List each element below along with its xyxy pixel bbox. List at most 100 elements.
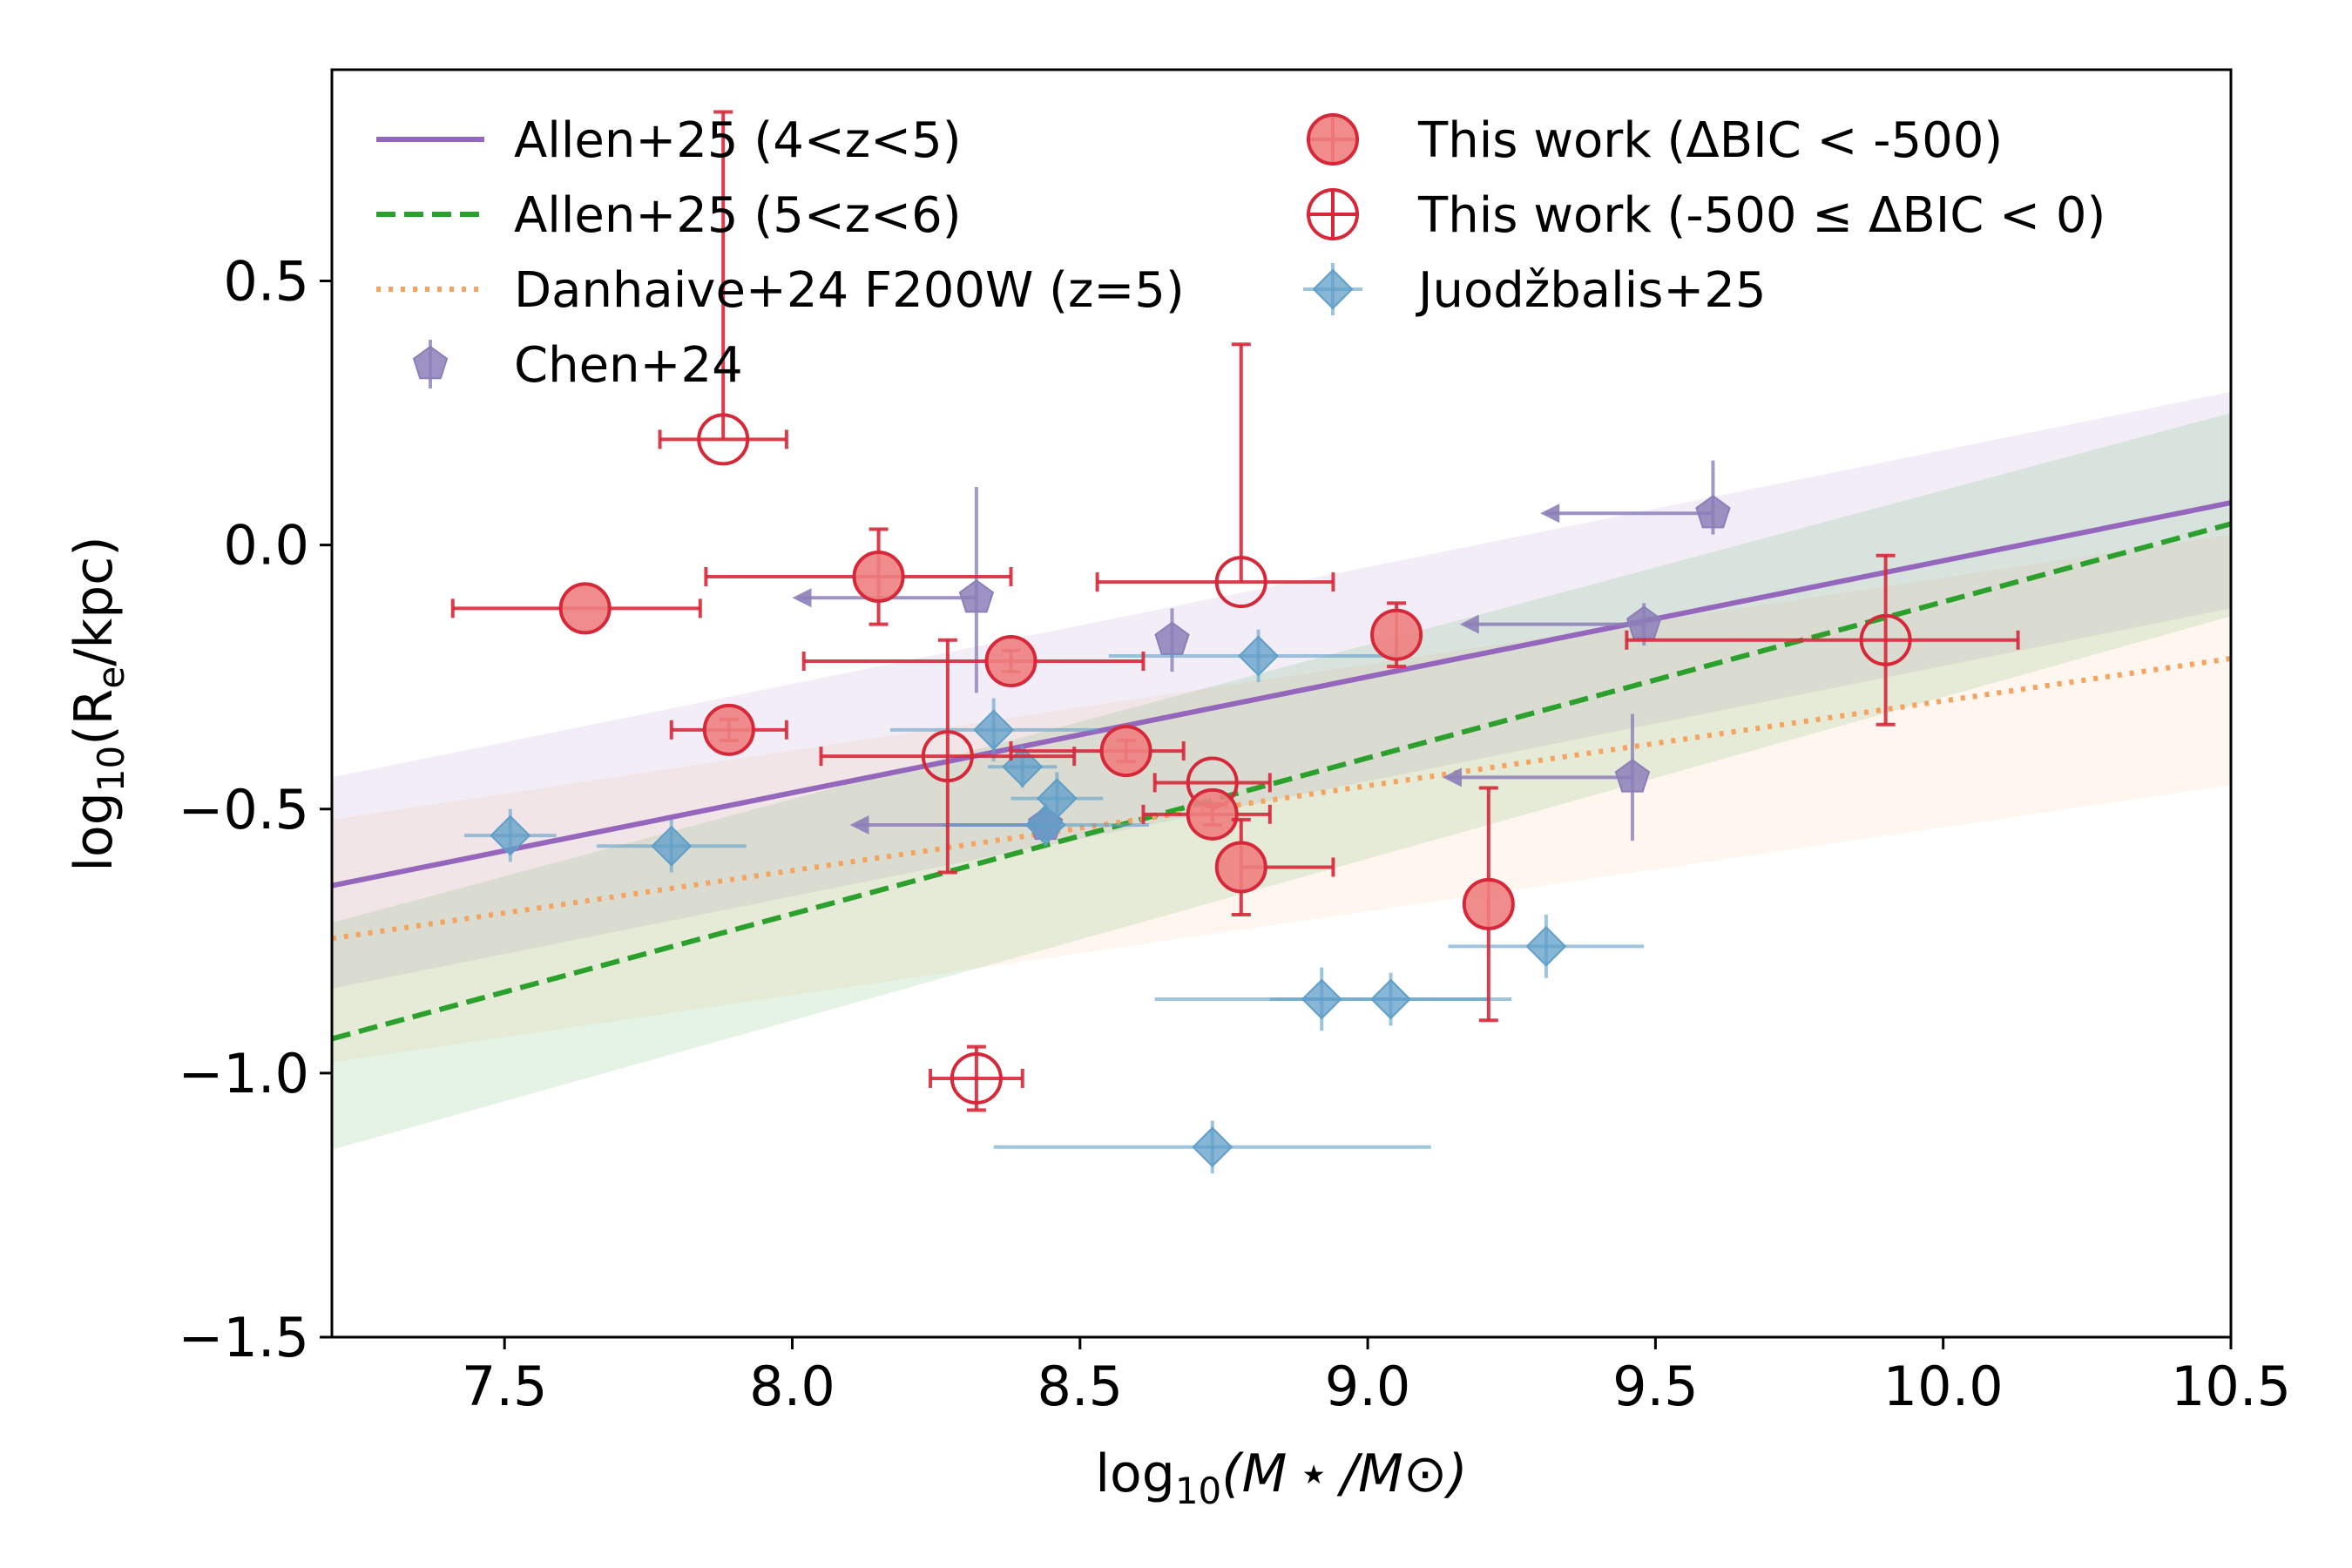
- this-work-filled-marker: [1099, 725, 1152, 778]
- this-work-open-point: [1625, 553, 2020, 727]
- juodzbalis-marker: [1238, 635, 1279, 677]
- band-allen_4_5: [332, 391, 2231, 989]
- this-work-open-point: [929, 1044, 1024, 1112]
- x-tick-label: 8.5: [1037, 1355, 1123, 1418]
- y-tick-label: −0.5: [178, 778, 309, 841]
- legend-item: This work (ΔBIC < -500): [1307, 112, 2003, 169]
- line-allen_4_5: [332, 500, 2231, 889]
- chen-point: [1459, 603, 1662, 645]
- juodzbalis-point: [889, 698, 1098, 762]
- legend-swatch-marker: [1307, 113, 1359, 166]
- chen-point: [1154, 608, 1190, 672]
- juodzbalis-marker: [490, 814, 531, 856]
- this-work-filled-marker: [852, 551, 905, 603]
- x-tick-label: 7.5: [462, 1355, 548, 1418]
- relation-lines: [332, 500, 2231, 1042]
- this-work-filled-marker: [1186, 787, 1239, 841]
- juodzbalis-point: [463, 808, 557, 862]
- this-work-open-marker: [1214, 556, 1267, 609]
- y-tick-label: −1.5: [178, 1306, 309, 1369]
- this-work-open-point: [658, 110, 788, 466]
- chen-point: [1442, 713, 1651, 841]
- confidence-bands: [332, 391, 2231, 1150]
- legend-swatch-marker: [1307, 188, 1359, 240]
- this-work-filled-marker: [984, 635, 1037, 687]
- this-work-open-point: [819, 638, 1077, 875]
- x-tick-label: 9.0: [1325, 1355, 1411, 1418]
- legend-item: Chen+24: [412, 337, 743, 394]
- x-tick-label: 10.5: [2171, 1355, 2291, 1418]
- this-work-filled-point: [1370, 601, 1423, 669]
- y-axis-ticks: −1.5 −1.0 −0.5 0.0 0.5: [178, 250, 332, 1369]
- y-tick-label: −1.0: [178, 1042, 309, 1105]
- juodzbalis-marker: [1370, 978, 1411, 1020]
- chen-marker: [1695, 495, 1731, 529]
- juodzbalis-point: [1010, 772, 1104, 825]
- this-work-filled-point: [1141, 787, 1272, 841]
- legend-label: Danhaive+24 F200W (z=5): [514, 262, 1185, 319]
- this-work-open-marker: [697, 413, 750, 466]
- this-work-filled-point: [1009, 725, 1186, 778]
- this-work-open-marker: [921, 730, 974, 783]
- legend-item: This work (-500 ≤ ΔBIC < 0): [1307, 187, 2105, 244]
- this-work-filled-marker: [1370, 608, 1423, 661]
- chen-arrowhead: [1540, 504, 1560, 524]
- legend-label: Chen+24: [514, 337, 743, 394]
- chen-arrowhead: [1459, 614, 1479, 634]
- band-danhaive: [332, 534, 2231, 1063]
- legend-label: Allen+25 (5<z<6): [514, 187, 962, 244]
- this-work-filled-point: [801, 635, 1146, 687]
- this-work-open-point: [1152, 756, 1272, 809]
- legend: Allen+25 (4<z<5) Allen+25 (5<z<6) Danhaive…: [376, 112, 2105, 394]
- legend-item: Allen+25 (4<z<5): [376, 112, 962, 169]
- chen-arrowhead: [849, 814, 869, 835]
- chen-marker: [1154, 621, 1190, 655]
- juodzbalis-marker: [1525, 925, 1567, 967]
- line-danhaive: [332, 656, 2231, 942]
- legend-label: Allen+25 (4<z<5): [514, 112, 962, 169]
- this-work-filled-point: [1462, 786, 1515, 1023]
- juodzbalis-marker: [651, 825, 693, 867]
- x-tick-label: 8.0: [749, 1355, 835, 1418]
- chen-point: [1540, 460, 1731, 535]
- juodzbalis-marker: [1192, 1126, 1233, 1168]
- x-tick-label: 9.5: [1612, 1355, 1699, 1418]
- chen-arrowhead: [1442, 767, 1462, 787]
- plot-frame: [330, 68, 2233, 1339]
- y-axis-label: log10(Re/kpc): [64, 536, 132, 871]
- line-allen_5_6: [332, 521, 2231, 1042]
- y-tick-label: 0.5: [223, 250, 309, 314]
- juodzbalis-point: [1448, 915, 1645, 978]
- juodzbalis-point: [1108, 629, 1409, 683]
- this-work-filled-point: [450, 582, 702, 635]
- juodzbalis-point: [1269, 972, 1512, 1026]
- legend-item: Juodžbalis+25: [1303, 262, 1767, 319]
- chen-marker: [958, 579, 995, 613]
- legend-item: Danhaive+24 F200W (z=5): [376, 262, 1185, 319]
- data-points: [450, 110, 2020, 1174]
- x-tick-label: 10.0: [1883, 1355, 2004, 1418]
- legend-label: This work (ΔBIC < -500): [1417, 112, 2003, 169]
- chen-marker: [1614, 759, 1651, 793]
- juodzbalis-marker: [1036, 778, 1078, 820]
- y-tick-label: 0.0: [223, 514, 309, 578]
- this-work-filled-point: [669, 703, 788, 756]
- legend-item: Allen+25 (5<z<6): [376, 187, 962, 244]
- this-work-filled-marker: [702, 703, 755, 756]
- chen-arrowhead: [792, 588, 812, 608]
- this-work-open-point: [1095, 342, 1335, 609]
- legend-swatch-pentagon: [412, 345, 449, 380]
- juodzbalis-marker: [973, 709, 1015, 751]
- this-work-filled-point: [1214, 817, 1335, 916]
- this-work-filled-marker: [1214, 841, 1267, 894]
- this-work-filled-point: [704, 527, 1013, 626]
- juodzbalis-point: [596, 819, 747, 873]
- this-work-open-marker: [1859, 613, 1912, 666]
- legend-swatch-marker: [1312, 268, 1354, 310]
- chen-marker: [1626, 605, 1662, 639]
- x-axis-ticks: 7.5 8.0 8.5 9.0 9.5 10.0 10.5: [462, 1337, 2291, 1418]
- this-work-filled-marker: [558, 582, 612, 635]
- x-axis-label: log10(M ⋆ /M⊙): [1095, 1443, 1467, 1512]
- legend-label: Juodžbalis+25: [1416, 262, 1767, 319]
